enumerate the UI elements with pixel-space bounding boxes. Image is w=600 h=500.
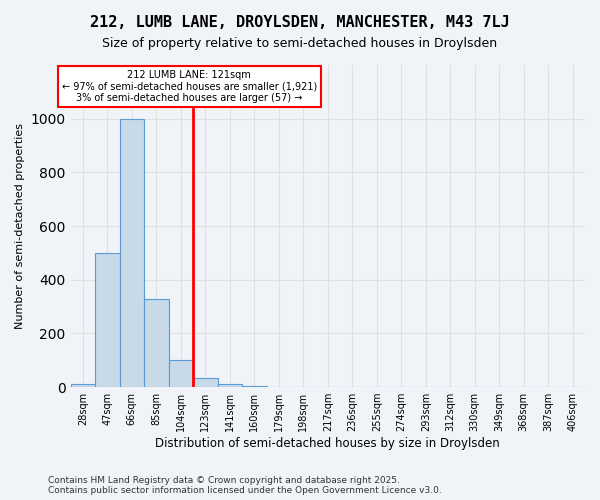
- Bar: [193, 378, 218, 387]
- Bar: [95, 253, 119, 387]
- Y-axis label: Number of semi-detached properties: Number of semi-detached properties: [15, 123, 25, 329]
- Text: Size of property relative to semi-detached houses in Droylsden: Size of property relative to semi-detach…: [103, 38, 497, 51]
- X-axis label: Distribution of semi-detached houses by size in Droylsden: Distribution of semi-detached houses by …: [155, 437, 500, 450]
- Bar: [242, 386, 266, 387]
- Text: Contains HM Land Registry data © Crown copyright and database right 2025.
Contai: Contains HM Land Registry data © Crown c…: [48, 476, 442, 495]
- Bar: [119, 118, 144, 387]
- Bar: [291, 386, 316, 387]
- Bar: [71, 384, 95, 387]
- Bar: [169, 360, 193, 387]
- Bar: [144, 298, 169, 387]
- Text: 212 LUMB LANE: 121sqm
← 97% of semi-detached houses are smaller (1,921)
3% of se: 212 LUMB LANE: 121sqm ← 97% of semi-deta…: [62, 70, 317, 103]
- Bar: [218, 384, 242, 387]
- Text: 212, LUMB LANE, DROYLSDEN, MANCHESTER, M43 7LJ: 212, LUMB LANE, DROYLSDEN, MANCHESTER, M…: [90, 15, 510, 30]
- Bar: [266, 386, 291, 387]
- Bar: [316, 386, 340, 387]
